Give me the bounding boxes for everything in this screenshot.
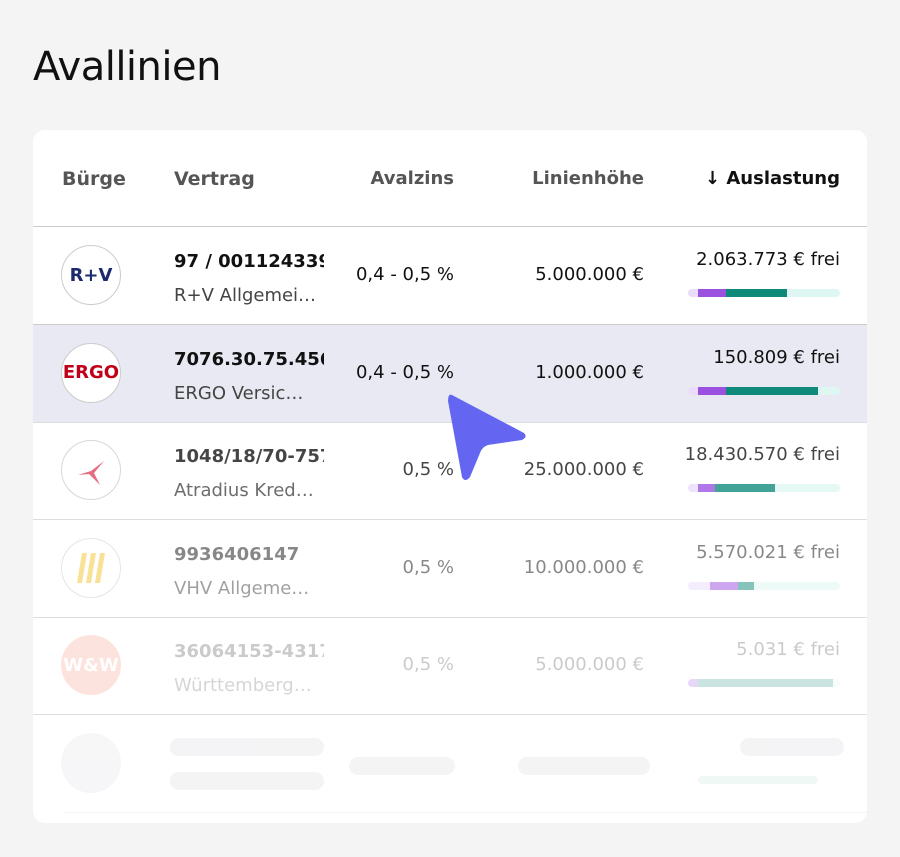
utilization-bar	[688, 484, 840, 492]
table-row[interactable]: R+V 97 / 001124339 R+V Allgemei… 0,4 - 0,5 …	[33, 227, 867, 325]
logo: W&W	[61, 635, 121, 695]
guarantee-rate: 0,5 %	[402, 556, 454, 578]
bar-segment	[698, 386, 726, 395]
page-title: Avallinien	[33, 44, 221, 90]
table-row[interactable]: W&W 36064153-4317 Württemberg… 0,5 % 5.000.0…	[33, 617, 867, 715]
row-divider	[33, 714, 867, 715]
bar-segment	[688, 679, 698, 687]
utilization-bar	[688, 581, 840, 590]
logo: ERGO	[61, 342, 121, 403]
bar-segment	[698, 484, 715, 492]
guarantee-rate: 0,5 %	[402, 459, 454, 480]
free-amount: 150.809 € frei	[713, 346, 840, 368]
guarantee-rate: 0,5 %	[402, 654, 454, 675]
contract-number: 1048/18/70-757	[174, 446, 324, 467]
row-content: R+V 97 / 001124339 R+V Allgemei… 0,4 - 0,5 …	[33, 227, 867, 324]
row-content: 9936406147 VHV Allgeme… 0,5 % 10.000.000 € 5…	[33, 520, 867, 617]
header-divider	[33, 226, 867, 227]
bar-segment	[698, 679, 833, 687]
guarantor-name: VHV Allgeme…	[174, 577, 310, 599]
header-cell[interactable]: Vertrag	[174, 168, 255, 190]
bar-segment	[688, 484, 698, 492]
header-cell[interactable]: ↓ Auslastung	[705, 168, 840, 189]
bar-segment	[726, 386, 818, 395]
line-amount: 5.000.000 €	[535, 264, 644, 285]
guarantee-rate: 0,4 - 0,5 %	[355, 264, 454, 285]
line-amount: 10.000.000 €	[523, 556, 644, 578]
row-divider	[33, 421, 867, 423]
bar-segment	[726, 289, 787, 297]
free-amount: 2.063.773 € frei	[696, 249, 840, 270]
utilization-bar	[688, 289, 840, 297]
header-cell[interactable]: Linienhöhe	[532, 168, 644, 189]
row-divider	[33, 616, 867, 618]
table-row[interactable]: 9936406147 VHV Allgeme… 0,5 % 10.000.000 € 5…	[33, 520, 867, 618]
contract-number: 36064153-4317	[174, 641, 324, 662]
logo	[61, 440, 121, 500]
row-divider	[33, 519, 867, 520]
guarantor-name: Atradius Kred…	[174, 480, 314, 501]
free-amount: 5.570.021 € frei	[696, 541, 840, 563]
bar-segment	[715, 484, 775, 492]
free-amount: 5.031 € frei	[736, 639, 840, 660]
free-amount: 18.430.570 € frei	[684, 444, 840, 465]
bar-segment	[688, 581, 710, 590]
utilization-bar	[688, 386, 840, 395]
line-amount: 1.000.000 €	[535, 361, 644, 383]
header-cell[interactable]: Avalzins	[370, 168, 454, 189]
bar-segment	[688, 289, 698, 297]
utilization-bar	[688, 679, 840, 687]
row-content: 1048/18/70-757 Atradius Kred… 0,5 % 25.000.…	[33, 422, 867, 519]
bar-segment	[710, 581, 738, 590]
contract-number: 7076.30.75.456	[174, 348, 324, 370]
header-cell[interactable]: Bürge	[62, 168, 126, 190]
guarantor-name: ERGO Versic…	[174, 382, 304, 404]
logo: R+V	[61, 245, 121, 305]
guarantor-name: R+V Allgemei…	[174, 285, 317, 306]
row-content: W&W 36064153-4317 Württemberg… 0,5 % 5.000.0…	[33, 617, 867, 714]
guarantor-name: Württemberg…	[174, 675, 312, 696]
row-content: ERGO 7076.30.75.456 ERGO Versic… 0,4 - 0,5 …	[33, 325, 867, 422]
bar-segment	[688, 386, 698, 395]
bar-segment	[698, 289, 726, 297]
table-row[interactable]: 1048/18/70-757 Atradius Kred… 0,5 % 25.000.…	[33, 422, 867, 520]
skeleton-row	[33, 715, 867, 813]
logo	[61, 537, 121, 598]
cursor	[448, 394, 526, 480]
table-card: Bürge Vertrag Avalzins Linienhöhe ↓ Ausl…	[33, 130, 867, 823]
bar-segment	[738, 581, 754, 590]
contract-number: 9936406147	[174, 543, 300, 565]
line-amount: 5.000.000 €	[535, 654, 644, 675]
guarantee-rate: 0,4 - 0,5 %	[355, 361, 454, 383]
contract-number: 97 / 001124339	[174, 251, 324, 272]
line-amount: 25.000.000 €	[523, 459, 644, 480]
